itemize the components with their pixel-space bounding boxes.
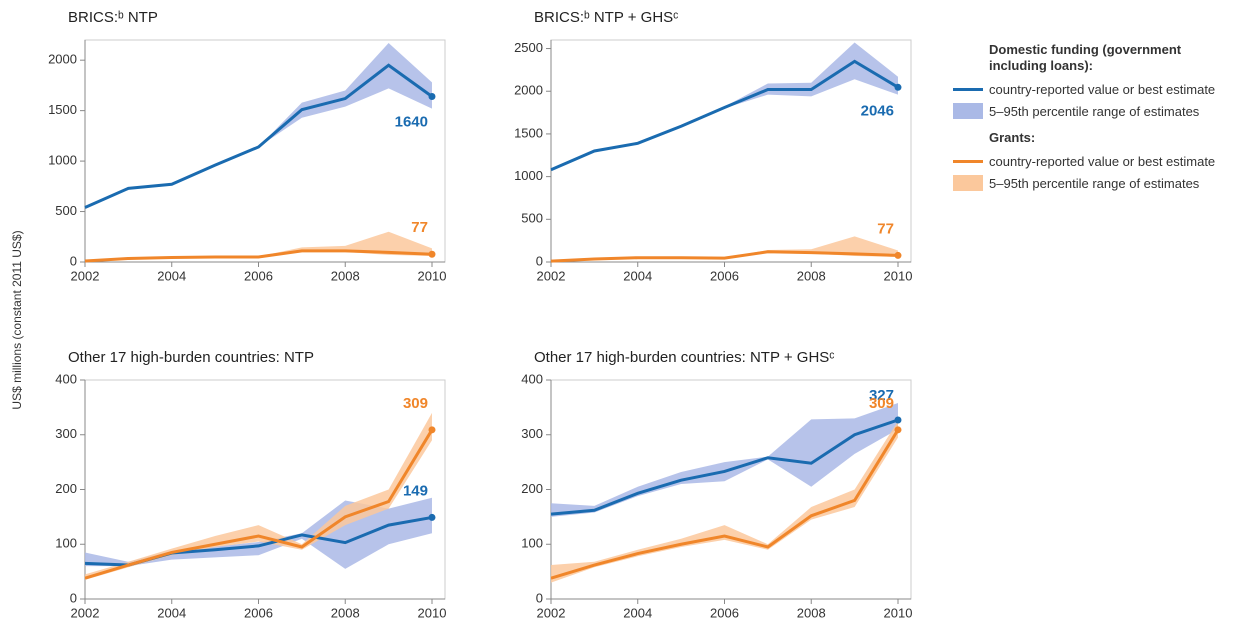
line <box>84 429 434 580</box>
legend-item: country-reported value or best estimate <box>953 78 1243 100</box>
x-tick-label: 2004 <box>157 268 186 283</box>
panel-title: BRICS:ᵇ NTP <box>68 9 158 26</box>
x-tick-label: 2002 <box>71 268 100 283</box>
line <box>550 250 899 263</box>
line <box>84 63 433 209</box>
value-label: 2046 <box>861 102 894 119</box>
y-tick-label: 200 <box>521 481 543 496</box>
line <box>550 418 899 516</box>
x-tick-label: 2006 <box>244 605 273 620</box>
legend-swatch <box>953 87 983 91</box>
x-tick-label: 2002 <box>537 605 566 620</box>
band <box>551 42 898 170</box>
legend-group: Grants: country-reported value or best es… <box>953 130 1243 194</box>
x-tick-label: 2006 <box>710 605 739 620</box>
legend-swatch <box>953 103 983 119</box>
band <box>85 43 432 208</box>
y-tick-label: 300 <box>521 426 543 441</box>
x-tick-label: 2004 <box>623 268 652 283</box>
legend-title: Grants: <box>989 130 1036 145</box>
y-tick-label: 2000 <box>514 83 543 98</box>
y-tick-label: 1000 <box>514 168 543 183</box>
x-tick-label: 2008 <box>797 268 826 283</box>
x-tick-label: 2006 <box>244 268 273 283</box>
y-tick-label: 500 <box>55 203 77 218</box>
band <box>85 231 432 261</box>
end-point <box>894 426 902 434</box>
y-tick-label: 300 <box>55 426 77 441</box>
x-tick-label: 2008 <box>331 605 360 620</box>
x-tick-label: 2004 <box>157 605 186 620</box>
y-tick-label: 400 <box>521 371 543 386</box>
x-tick-label: 2002 <box>71 605 100 620</box>
legend-label: 5–95th percentile range of estimates <box>989 103 1200 119</box>
x-tick-label: 2010 <box>884 605 913 620</box>
line <box>550 429 900 580</box>
x-tick-label: 2010 <box>418 268 447 283</box>
end-point <box>894 416 902 424</box>
x-tick-label: 2002 <box>537 268 566 283</box>
value-label: 149 <box>403 482 428 499</box>
y-tick-label: 100 <box>55 536 77 551</box>
legend-title: Domestic funding (government including l… <box>989 42 1182 73</box>
y-tick-label: 0 <box>536 590 543 605</box>
panel-title: BRICS:ᵇ NTP + GHSᶜ <box>534 9 678 26</box>
end-point <box>428 250 436 258</box>
panel-title: Other 17 high-burden countries: NTP + GH… <box>534 349 835 366</box>
legend-group: Domestic funding (government including l… <box>953 42 1243 122</box>
end-point <box>894 251 902 259</box>
end-point <box>428 426 436 434</box>
value-label: 77 <box>411 219 428 236</box>
legend-item: 5–95th percentile range of estimates <box>953 100 1243 122</box>
x-tick-label: 2008 <box>331 268 360 283</box>
y-tick-label: 0 <box>70 590 77 605</box>
y-tick-label: 1500 <box>48 102 77 117</box>
end-point <box>894 83 902 91</box>
legend: Domestic funding (government including l… <box>953 42 1243 202</box>
value-label: 1640 <box>395 113 428 130</box>
y-tick-label: 2000 <box>48 52 77 67</box>
x-tick-label: 2006 <box>710 268 739 283</box>
legend-label: country-reported value or best estimate <box>989 153 1216 169</box>
y-tick-label: 100 <box>521 536 543 551</box>
value-label: 309 <box>403 395 428 412</box>
y-tick-label: 400 <box>55 371 77 386</box>
y-axis-label: US$ millions (constant 2011 US$) <box>10 230 24 409</box>
value-label: 309 <box>869 395 894 412</box>
legend-label: 5–95th percentile range of estimates <box>989 175 1200 191</box>
x-tick-label: 2004 <box>623 605 652 620</box>
legend-item: country-reported value or best estimate <box>953 150 1243 172</box>
y-tick-label: 2500 <box>514 40 543 55</box>
legend-item: 5–95th percentile range of estimates <box>953 172 1243 194</box>
band <box>551 402 898 517</box>
x-tick-label: 2010 <box>418 605 447 620</box>
line <box>550 59 899 172</box>
y-tick-label: 500 <box>521 211 543 226</box>
legend-label: country-reported value or best estimate <box>989 81 1216 97</box>
legend-swatch <box>953 159 983 163</box>
value-label: 327 <box>869 387 894 404</box>
panel-title: Other 17 high-burden countries: NTP <box>68 349 314 366</box>
y-tick-label: 0 <box>70 253 77 268</box>
end-point <box>428 513 436 521</box>
value-label: 77 <box>877 220 894 237</box>
y-tick-label: 0 <box>536 253 543 268</box>
y-tick-label: 1500 <box>514 125 543 140</box>
legend-swatch <box>953 175 983 191</box>
y-tick-label: 1000 <box>48 153 77 168</box>
x-tick-label: 2008 <box>797 605 826 620</box>
x-tick-label: 2010 <box>884 268 913 283</box>
end-point <box>428 93 436 101</box>
line <box>84 249 433 263</box>
band <box>551 236 898 262</box>
y-tick-label: 200 <box>55 481 77 496</box>
